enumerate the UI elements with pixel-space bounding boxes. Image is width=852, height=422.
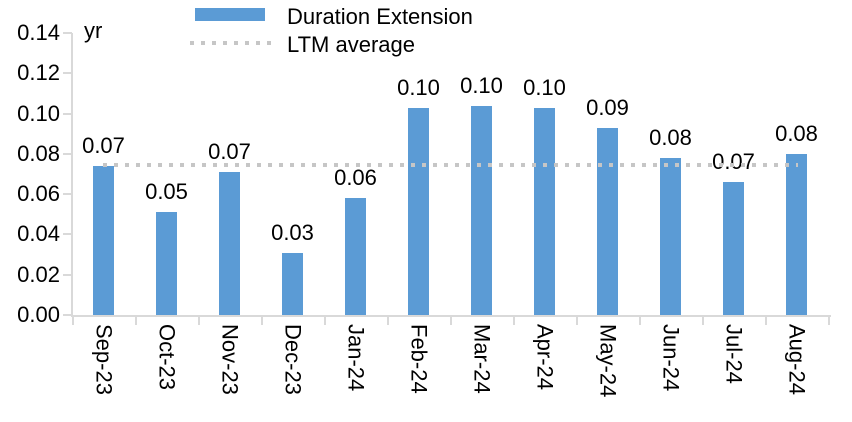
x-tick-label: Jun-24: [658, 324, 684, 392]
y-tick-label: 0.08: [17, 140, 60, 166]
x-tick-mark: [450, 317, 452, 325]
bar-Oct-23: [156, 212, 177, 315]
bar-Dec-23: [282, 252, 303, 315]
legend-label-ltm-average: LTM average: [287, 32, 415, 57]
ltm-average-line: [102, 162, 798, 167]
bar-Jun-24: [660, 157, 681, 315]
bar-Aug-24: [786, 153, 807, 315]
x-tick-label: Apr-24: [532, 324, 558, 391]
y-tick-label: 0.14: [17, 20, 60, 45]
y-axis-line: [71, 33, 73, 317]
bar-value-label: 0.09: [586, 94, 629, 120]
legend-dotted-line-swatch-icon: [190, 41, 278, 45]
x-tick-label: Feb-24: [406, 324, 432, 394]
bar-value-label: 0.10: [523, 74, 566, 100]
y-tick-mark: [63, 72, 72, 75]
x-tick-label: Oct-23: [154, 324, 180, 391]
bar-Sep-23: [93, 165, 114, 315]
y-tick-mark: [63, 32, 72, 34]
x-tick-label: Aug-24: [784, 324, 810, 395]
y-tick-mark: [63, 233, 72, 236]
bar-Jul-24: [723, 182, 744, 315]
bar-May-24: [597, 127, 618, 315]
x-tick-mark: [702, 317, 704, 325]
bar-value-label: 0.07: [712, 149, 755, 175]
x-tick-mark: [324, 317, 326, 325]
y-tick-mark: [63, 193, 72, 196]
y-tick-mark: [63, 112, 72, 115]
bar-Jan-24: [345, 198, 366, 315]
x-tick-mark: [639, 317, 641, 325]
bar-value-label: 0.07: [208, 138, 251, 164]
x-tick-mark: [72, 317, 74, 325]
x-tick-mark: [765, 317, 767, 325]
bar-value-label: 0.07: [82, 132, 125, 158]
x-tick-mark: [513, 317, 515, 325]
x-tick-label: Mar-24: [469, 324, 495, 394]
bar-value-label: 0.08: [775, 120, 818, 146]
y-tick-label: 0.12: [17, 60, 60, 86]
bar-value-label: 0.06: [334, 165, 377, 191]
y-tick-label: 0.04: [17, 221, 60, 247]
y-tick-mark: [63, 314, 72, 316]
bar-Mar-24: [471, 105, 492, 315]
y-tick-mark: [63, 152, 72, 155]
x-tick-label: Dec-23: [280, 324, 306, 395]
x-axis-line: [71, 315, 831, 317]
x-tick-mark: [576, 317, 578, 325]
legend-bar-swatch-icon: [195, 8, 265, 21]
x-tick-label: Jul-24: [721, 324, 747, 384]
bar-Nov-23: [219, 171, 240, 315]
y-tick-label: 0.02: [17, 261, 60, 287]
y-tick-mark: [63, 273, 72, 276]
bar-value-label: 0.03: [271, 219, 314, 245]
x-tick-mark: [261, 317, 263, 325]
bar-Feb-24: [408, 107, 429, 315]
x-tick-mark: [198, 317, 200, 325]
y-axis-unit-label: yr: [84, 18, 103, 43]
bar-Apr-24: [534, 107, 555, 315]
bar-value-label: 0.05: [145, 179, 188, 205]
legend-label-duration-extension: Duration Extension: [287, 4, 473, 29]
x-tick-mark: [135, 317, 137, 325]
bar-value-label: 0.10: [460, 72, 503, 98]
bar-value-label: 0.08: [649, 124, 692, 150]
x-tick-mark: [387, 317, 389, 325]
x-tick-label: Sep-23: [91, 324, 117, 395]
bar-value-label: 0.10: [397, 74, 440, 100]
y-tick-label: 0.00: [17, 302, 60, 327]
x-tick-label: May-24: [595, 324, 621, 398]
x-tick-mark: [828, 317, 830, 325]
x-tick-label: Jan-24: [343, 324, 369, 392]
x-tick-label: Nov-23: [217, 324, 243, 395]
y-tick-label: 0.10: [17, 100, 60, 126]
y-tick-label: 0.06: [17, 181, 60, 207]
